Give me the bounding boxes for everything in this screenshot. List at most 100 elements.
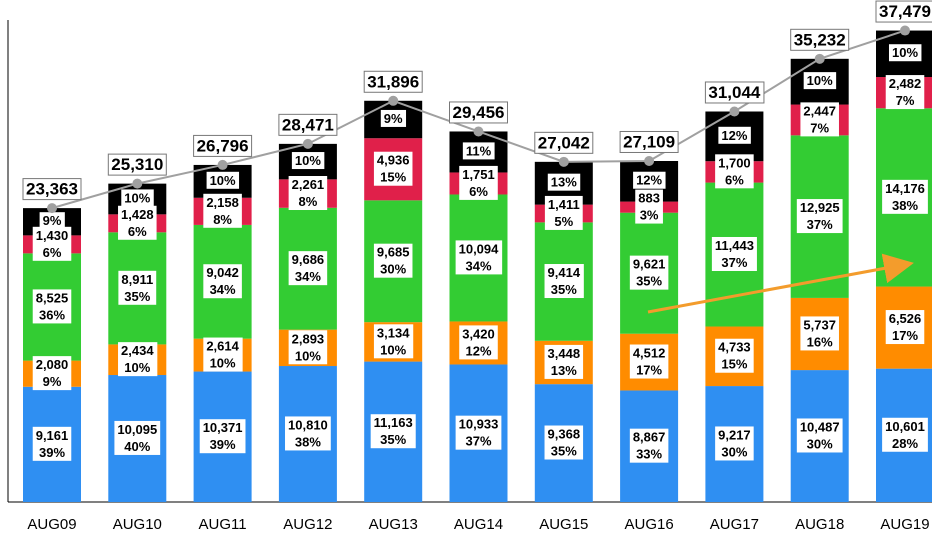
label-box <box>547 173 581 191</box>
value-label: 11,163 <box>374 415 413 430</box>
value-label: 9,368 <box>548 427 581 442</box>
total-label-text: 27,042 <box>538 133 590 152</box>
value-label: 10,487 <box>800 419 840 434</box>
percent-label: 34% <box>210 282 236 297</box>
segment-label: 10% <box>888 44 922 62</box>
label-box <box>32 356 72 391</box>
segment-label: 11% <box>462 142 495 160</box>
x-tick-label: AUG09 <box>27 516 76 533</box>
label-box <box>39 212 65 230</box>
segment-label: 2,434 10% <box>118 342 158 377</box>
percent-label: 8% <box>213 212 232 227</box>
segment-label: 1,700 6% <box>715 154 754 189</box>
label-box <box>803 72 837 90</box>
label-box <box>629 255 669 290</box>
segment-label: 2,261 8% <box>288 176 328 211</box>
segment-label: 4,936 15% <box>373 151 413 186</box>
label-box <box>882 417 928 452</box>
total-point <box>729 106 740 117</box>
label-box <box>888 44 922 62</box>
label-box <box>373 151 413 186</box>
value-label: 883 <box>638 191 660 206</box>
total-point <box>900 25 910 36</box>
label-box <box>107 153 167 176</box>
total-label: 25,310 <box>107 153 167 176</box>
label-box <box>715 426 754 461</box>
segment-label: 6,526 17% <box>885 310 925 345</box>
percent-label: 11% <box>466 143 492 158</box>
percent-label: 38% <box>892 198 918 213</box>
value-label: 1,430 <box>36 228 69 243</box>
percent-label: 9% <box>43 374 62 389</box>
value-label: 8,911 <box>121 272 153 287</box>
segment-label: 2,614 10% <box>203 337 243 372</box>
total-label-text: 28,471 <box>282 115 334 134</box>
segment-label: 12,925 37% <box>796 199 843 234</box>
total-label-text: 37,479 <box>879 2 931 21</box>
segment-label: 4,733 15% <box>715 338 754 373</box>
percent-label: 36% <box>39 307 65 322</box>
percent-label: 13% <box>551 175 577 190</box>
segment-label: 2,893 10% <box>288 330 328 365</box>
percent-label: 10% <box>210 356 236 371</box>
value-label: 14,176 <box>885 181 925 196</box>
segment-label: 10,810 38% <box>285 416 331 451</box>
value-label: 1,428 <box>121 207 154 222</box>
segment-label: 9% <box>39 212 65 230</box>
segment-label: 3,448 13% <box>544 344 584 379</box>
percent-label: 10% <box>124 190 150 205</box>
label-box <box>203 337 243 372</box>
label-box <box>882 179 928 214</box>
percent-label: 9% <box>384 111 403 126</box>
percent-label: 10% <box>124 360 150 375</box>
label-box <box>380 109 407 127</box>
percent-label: 12% <box>721 128 747 143</box>
total-label-text: 31,044 <box>708 83 761 102</box>
value-label: 1,751 <box>462 167 495 182</box>
value-label: 10,094 <box>459 241 500 256</box>
percent-label: 7% <box>896 93 915 108</box>
total-label: 23,363 <box>22 178 82 201</box>
percent-label: 35% <box>124 289 150 304</box>
total-label: 28,471 <box>278 113 338 136</box>
label-box <box>544 195 583 230</box>
label-box <box>796 199 843 234</box>
x-tick-label: AUG15 <box>539 516 588 533</box>
percent-label: 15% <box>380 170 406 185</box>
label-box <box>363 70 423 93</box>
percent-label: 37% <box>721 255 747 270</box>
segment-label: 2,158 8% <box>203 193 242 228</box>
value-label: 9,621 <box>633 257 666 272</box>
total-point <box>644 155 655 166</box>
x-tick-label: AUG16 <box>624 516 673 533</box>
percent-label: 6% <box>128 224 147 239</box>
segment-label: 9,042 34% <box>203 264 242 299</box>
label-box <box>629 344 669 379</box>
x-tick-label: AUG19 <box>880 516 929 533</box>
value-label: 2,434 <box>121 343 154 358</box>
label-box <box>885 310 925 345</box>
value-label: 3,448 <box>548 346 581 361</box>
total-label-text: 25,310 <box>111 155 163 174</box>
percent-label: 10% <box>210 173 236 188</box>
segment-label: 5,737 16% <box>800 316 839 351</box>
total-label-text: 23,363 <box>26 180 78 199</box>
total-label: 35,232 <box>790 28 850 51</box>
value-label: 2,158 <box>206 195 239 210</box>
label-box <box>278 113 338 136</box>
x-tick-label: AUG13 <box>369 516 418 533</box>
total-label: 31,896 <box>363 70 423 93</box>
value-label: 2,893 <box>292 331 325 346</box>
value-label: 1,700 <box>718 155 751 170</box>
segment-label: 10,487 30% <box>796 418 843 453</box>
segment-label: 9,686 34% <box>288 251 328 286</box>
label-box <box>544 264 584 299</box>
value-label: 9,161 <box>36 428 69 443</box>
segment-label: 13% <box>547 173 581 191</box>
label-box <box>285 416 331 451</box>
value-label: 9,685 <box>377 245 410 260</box>
label-box <box>193 134 253 157</box>
value-label: 8,525 <box>36 290 69 305</box>
value-label: 6,526 <box>889 311 922 326</box>
value-label: 2,482 <box>889 76 922 91</box>
